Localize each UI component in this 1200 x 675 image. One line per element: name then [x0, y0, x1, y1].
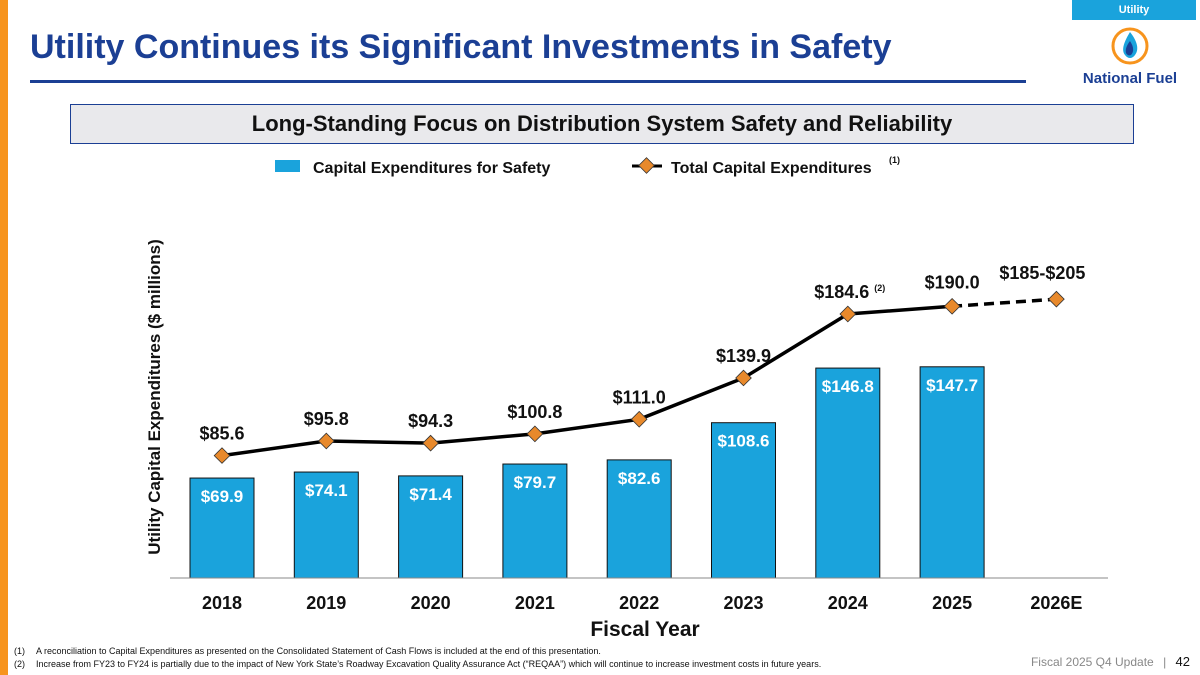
company-logo: National Fuel — [1068, 26, 1192, 96]
line-label-2021: $100.8 — [507, 402, 562, 422]
bar-label-2022: $82.6 — [618, 469, 661, 488]
legend-bar-label: Capital Expenditures for Safety — [313, 160, 550, 177]
logo-text: National Fuel — [1082, 70, 1178, 87]
y-axis-title: Utility Capital Expenditures ($ millions… — [145, 239, 164, 555]
x-tick-2019: 2019 — [306, 593, 346, 613]
line-marker-2018 — [213, 447, 231, 464]
accent-bar — [0, 0, 8, 675]
x-tick-2022: 2022 — [619, 593, 659, 613]
x-tick-2023: 2023 — [723, 593, 763, 613]
line-label-2020: $94.3 — [408, 411, 453, 431]
line-marker-2019 — [317, 432, 335, 450]
footnote-2: (2) Increase from FY23 to FY24 is partial… — [14, 659, 822, 669]
footer-separator: | — [1163, 655, 1167, 669]
flame-icon — [1111, 27, 1149, 65]
bar-label-2025: $147.7 — [926, 376, 978, 395]
bar-label-2019: $74.1 — [305, 481, 348, 500]
x-tick-2018: 2018 — [202, 593, 242, 613]
bar-2018 — [189, 477, 255, 579]
legend-line-footnote: (1) — [889, 155, 900, 165]
bar-label-2024: $146.8 — [822, 377, 874, 396]
chart-legend: Capital Expenditures for Safety Total Ca… — [275, 155, 900, 177]
section-tag: Utility — [1072, 0, 1196, 20]
page-title: Utility Continues its Significant Invest… — [30, 28, 892, 66]
line-label-note-2024: (2) — [874, 283, 885, 293]
bar-label-2023: $108.6 — [718, 432, 770, 451]
line-label-2018: $85.6 — [199, 424, 244, 444]
footnote-1: (1) A reconciliation to Capital Expenditu… — [14, 646, 601, 656]
banner: Long-Standing Focus on Distribution Syst… — [70, 104, 1134, 144]
bar-2024 — [815, 367, 881, 579]
line-marker-2022 — [630, 410, 648, 428]
x-tick-2021: 2021 — [515, 593, 555, 613]
footer: Fiscal 2025 Q4 Update | 42 — [1031, 654, 1190, 669]
title-underline — [30, 80, 1026, 83]
line-marker-2024 — [839, 305, 857, 323]
line-label-2022: $111.0 — [613, 387, 666, 407]
bar-2020 — [398, 475, 464, 579]
bar-label-2018: $69.9 — [201, 487, 244, 506]
x-axis-title: Fiscal Year — [590, 618, 699, 641]
line-label-2025: $190.0 — [925, 272, 980, 292]
line-marker-2020 — [422, 434, 439, 452]
bar-label-2020: $71.4 — [409, 485, 452, 504]
line-label-2026E: $185-$205 — [999, 263, 1085, 283]
line-marker-2026E — [1048, 290, 1065, 308]
bar-2022 — [606, 459, 672, 579]
bar-2023 — [711, 422, 776, 579]
bar-2021 — [502, 463, 568, 579]
line-marker-2023 — [735, 369, 752, 387]
line-label-2023: $139.9 — [716, 346, 771, 366]
total-capex-projected-line — [951, 297, 1057, 309]
bar-2019 — [293, 471, 359, 579]
line-label-2019: $95.8 — [304, 409, 349, 429]
bar-2025 — [919, 366, 985, 579]
x-tick-2024: 2024 — [828, 593, 868, 613]
x-tick-2020: 2020 — [411, 593, 451, 613]
line-marker-2025 — [943, 297, 961, 315]
total-capex-line — [221, 304, 953, 458]
line-marker-2021 — [526, 425, 544, 443]
line-label-2024: $184.6 — [814, 282, 869, 302]
bar-label-2021: $79.7 — [514, 473, 557, 492]
x-tick-2025: 2025 — [932, 593, 972, 613]
legend-line-marker — [638, 157, 655, 174]
page-number: 42 — [1175, 654, 1190, 669]
legend-line-label: Total Capital Expenditures — [671, 160, 872, 177]
x-tick-2026E: 2026E — [1030, 593, 1082, 613]
footer-text: Fiscal 2025 Q4 Update — [1030, 655, 1154, 669]
legend-bar-swatch — [275, 160, 300, 172]
